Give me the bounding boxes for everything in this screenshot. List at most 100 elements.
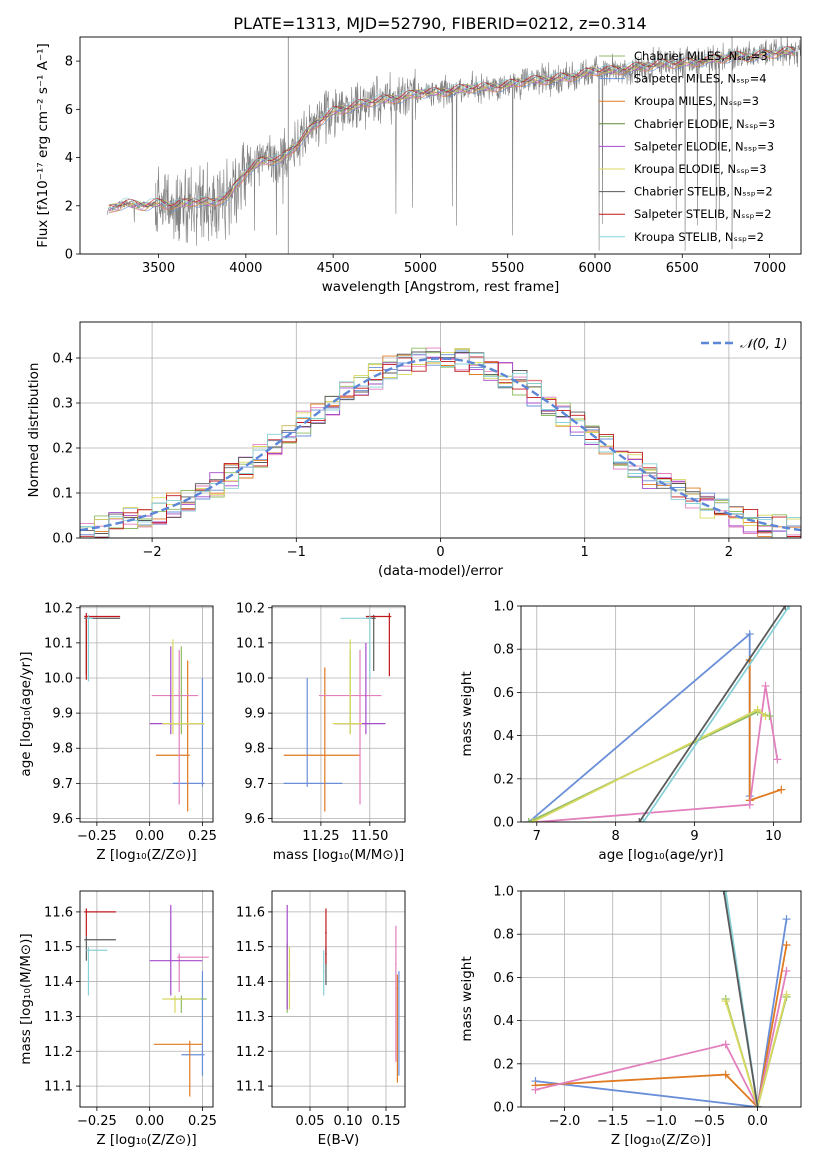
model-fit-line	[108, 51, 796, 212]
y-tick-label: 11.4	[236, 975, 265, 990]
y-tick-label: 0.4	[52, 352, 73, 367]
spectrum-legend: Chabrier MILES, Nₛₛₚ=3 Salpeter MILES, Nₛ…	[599, 49, 775, 244]
x-tick-label: 6000	[578, 261, 611, 276]
weight-marker	[782, 915, 791, 924]
x-axis-label: Z [log₁₀(Z/Z⊙)]	[611, 1132, 711, 1148]
y-tick-label: 11.3	[236, 1010, 265, 1025]
weight-series-line	[535, 970, 788, 1107]
x-tick-label: 5000	[404, 261, 437, 276]
y-axis-label: Normed distribution	[26, 363, 42, 498]
y-tick-label: 11.2	[236, 1045, 265, 1060]
y-axis-label: mass weight	[459, 671, 475, 756]
y-tick-label: 10.1	[236, 636, 265, 651]
y-tick-label: 10.0	[236, 672, 265, 687]
x-tick-label: 2	[725, 545, 733, 560]
x-axis-label: mass [log₁₀(M/M⊙)]	[273, 847, 404, 863]
x-tick-label: 0.15	[372, 1114, 401, 1129]
weight-series-line	[535, 944, 788, 1107]
y-tick-label: 1.0	[493, 885, 514, 900]
x-tick-label: 0	[436, 545, 444, 560]
y-axis-label: age [log₁₀(age/yr)]	[18, 651, 34, 776]
y-tick-label: 9.9	[52, 707, 73, 722]
x-axis-label: E(B-V)	[318, 1132, 360, 1148]
model-fit-line	[108, 46, 796, 208]
x-tick-label: −1	[287, 545, 306, 560]
weight-marker	[635, 818, 644, 822]
spectrum-panel: 3500 4000 4500 5000 5500 6000 6500 7000 0 2 4 6 8 wav…	[35, 36, 802, 295]
y-tick-label: 0.6	[493, 971, 514, 986]
weight-marker	[528, 818, 537, 822]
y-tick-label: 0.3	[52, 397, 73, 412]
x-tick-label: 8	[612, 829, 620, 844]
legend-label: Kroupa MILES, Nₛₛₚ=3	[634, 94, 759, 108]
weight-marker	[721, 891, 730, 895]
plot-frame	[79, 605, 214, 823]
weight-series-line	[722, 891, 759, 1107]
x-tick-label: 0.10	[334, 1114, 363, 1129]
y-tick-label: 11.2	[44, 1045, 73, 1060]
y-tick-label: 10.2	[44, 601, 73, 616]
errorbars	[84, 904, 209, 1097]
y-tick-label: 9.7	[244, 777, 265, 792]
legend-label: Chabrier STELIB, Nₛₛₚ=2	[634, 185, 773, 199]
y-tick-label: 0.0	[493, 816, 514, 831]
weight-marker	[782, 966, 791, 975]
y-tick-label: 11.1	[44, 1080, 73, 1095]
plot-frame	[79, 890, 214, 1108]
legend-label: Salpeter STELIB, Nₛₛₚ=2	[634, 207, 772, 221]
weight-lines	[531, 891, 791, 1107]
legend-label: Kroupa ELODIE, Nₛₛₚ=3	[634, 162, 767, 176]
residuals-panel: −2 −1 0 1 2 0.0 0.1 0.2 0.3 0.4 (data-model)/error…	[26, 321, 802, 579]
y-tick-label: 11.6	[44, 905, 73, 920]
weight-lines	[524, 606, 794, 822]
mass_vs_Z-panel: −0.25 0.00 0.25 11.1 11.2 11.3 11.4 11.5 11.6 Z […	[18, 890, 217, 1148]
x-tick-label: −2.0	[549, 1114, 581, 1129]
y-tick-label: 0.4	[493, 1014, 514, 1029]
y-tick-label: 0	[65, 248, 73, 263]
legend-label: 𝒩(0, 1)	[740, 337, 787, 352]
y-tick-label: 0.0	[493, 1101, 514, 1116]
y-tick-label: 9.7	[52, 777, 73, 792]
y-tick-label: 9.8	[244, 742, 265, 757]
model-fit-line	[108, 45, 796, 208]
x-tick-label: 10	[765, 829, 782, 844]
y-tick-label: 1.0	[493, 600, 514, 615]
x-tick-label: 7000	[753, 261, 786, 276]
errorbars	[84, 613, 205, 812]
y-tick-label: 8	[65, 55, 73, 70]
weight-marker	[721, 1040, 730, 1049]
weight-marker	[753, 1103, 762, 1107]
x-tick-label: 4500	[317, 261, 350, 276]
y-tick-label: 10.1	[44, 636, 73, 651]
weight-marker	[773, 755, 782, 764]
weight-series-line	[638, 606, 786, 822]
y-tick-label: 0.0	[52, 532, 73, 547]
weight-marker	[761, 712, 770, 721]
weight-marker	[761, 681, 770, 690]
weight-marker	[781, 606, 790, 610]
y-tick-label: 0.2	[493, 772, 514, 787]
weight-marker	[782, 941, 791, 949]
weight_vs_age-panel: 7 8 9 10 0.0 0.2 0.4 0.6 0.8 1.0 age [log₁₀(age/yr…	[459, 600, 802, 863]
x-tick-label: −0.25	[77, 829, 117, 844]
errorbars	[286, 904, 400, 1083]
x-axis-label: Z [log₁₀(Z/Z⊙)]	[96, 847, 196, 863]
y-tick-label: 6	[65, 103, 73, 118]
y-tick-label: 0.8	[493, 643, 514, 658]
errorbars	[283, 613, 392, 812]
y-tick-label: 0.1	[52, 487, 73, 502]
age_vs_Z-panel: −0.25 0.00 0.25 9.6 9.7 9.8 9.9 10.0 10.1 10.2 Z […	[18, 601, 217, 863]
x-tick-label: 0.25	[188, 1114, 217, 1129]
y-tick-label: 11.1	[236, 1080, 265, 1095]
model-fit-line	[108, 45, 796, 208]
weight-marker	[777, 785, 786, 794]
weight-marker	[782, 990, 791, 999]
x-axis-label: wavelength [Angstrom, rest frame]	[322, 279, 560, 295]
y-tick-label: 9.8	[52, 742, 73, 757]
x-tick-label: 5500	[491, 261, 524, 276]
x-tick-label: 0.05	[296, 1114, 325, 1129]
y-tick-label: 9.9	[244, 707, 265, 722]
y-tick-label: 10.0	[44, 672, 73, 687]
y-tick-label: 11.3	[44, 1010, 73, 1025]
y-tick-label: 11.6	[236, 905, 265, 920]
